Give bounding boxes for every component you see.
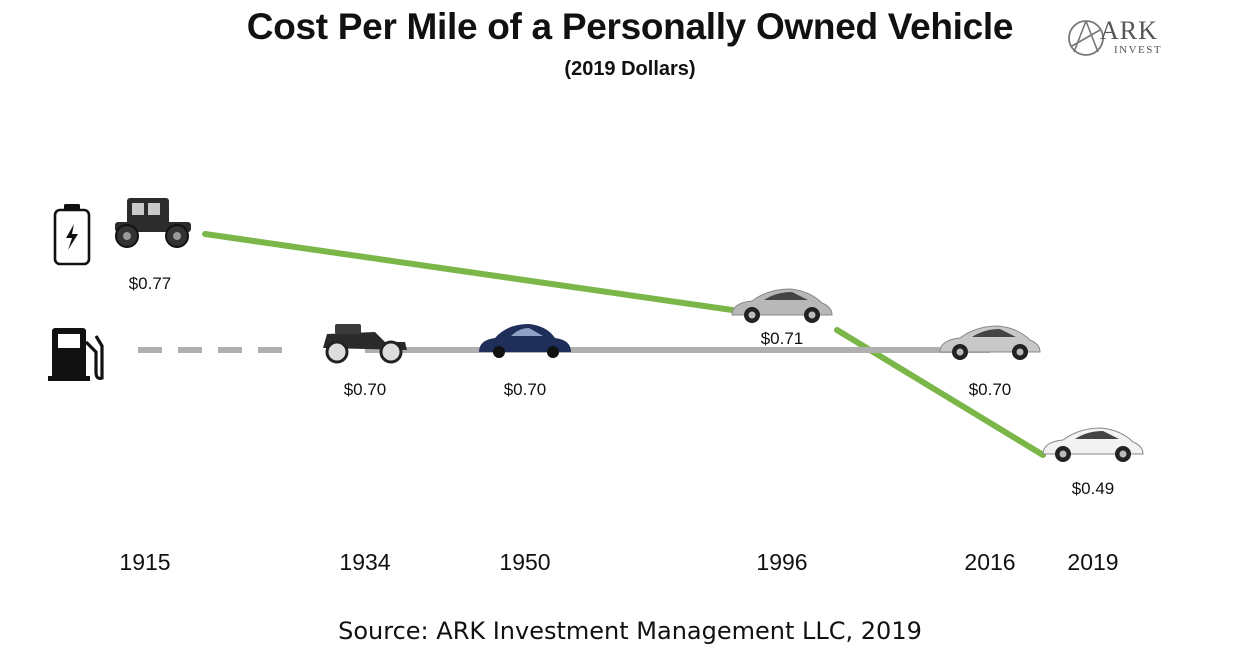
electric-value-label-1996: $0.71 <box>761 329 804 348</box>
gas-point-2016-car-icon <box>939 325 1041 360</box>
battery-icon <box>53 204 91 266</box>
chart-subtitle: (2019 Dollars) <box>564 58 696 80</box>
logo-wordmark: ARK <box>1100 16 1158 45</box>
electric-value-label-2019: $0.49 <box>1072 479 1115 498</box>
fuel-pump-icon <box>48 328 104 381</box>
x-tick-label-1996: 1996 <box>756 549 807 575</box>
x-tick-label-2016: 2016 <box>964 549 1015 575</box>
electric-point-1996-car-icon <box>731 288 833 323</box>
x-tick-label-2019: 2019 <box>1067 549 1118 575</box>
x-tick-label-1934: 1934 <box>339 549 390 575</box>
gas-value-label-1950: $0.70 <box>504 380 547 399</box>
electric-point-2019-car-icon <box>1042 427 1144 462</box>
gas-value-label-2016: $0.70 <box>969 380 1012 399</box>
chart-title: Cost Per Mile of a Personally Owned Vehi… <box>246 6 1014 47</box>
electric-value-label-1915: $0.77 <box>129 274 172 293</box>
x-tick-label-1950: 1950 <box>499 549 550 575</box>
gas-point-1950-car-icon <box>479 324 571 358</box>
ark-logo-icon <box>1068 20 1104 56</box>
logo-subtext: INVEST <box>1114 44 1163 56</box>
gas-point-1934-car-icon <box>323 324 407 364</box>
x-tick-label-1915: 1915 <box>119 549 170 575</box>
gas-value-label-1934: $0.70 <box>344 380 387 399</box>
electric-point-1915-car-icon <box>115 198 191 248</box>
source-note: Source: ARK Investment Management LLC, 2… <box>338 617 922 645</box>
